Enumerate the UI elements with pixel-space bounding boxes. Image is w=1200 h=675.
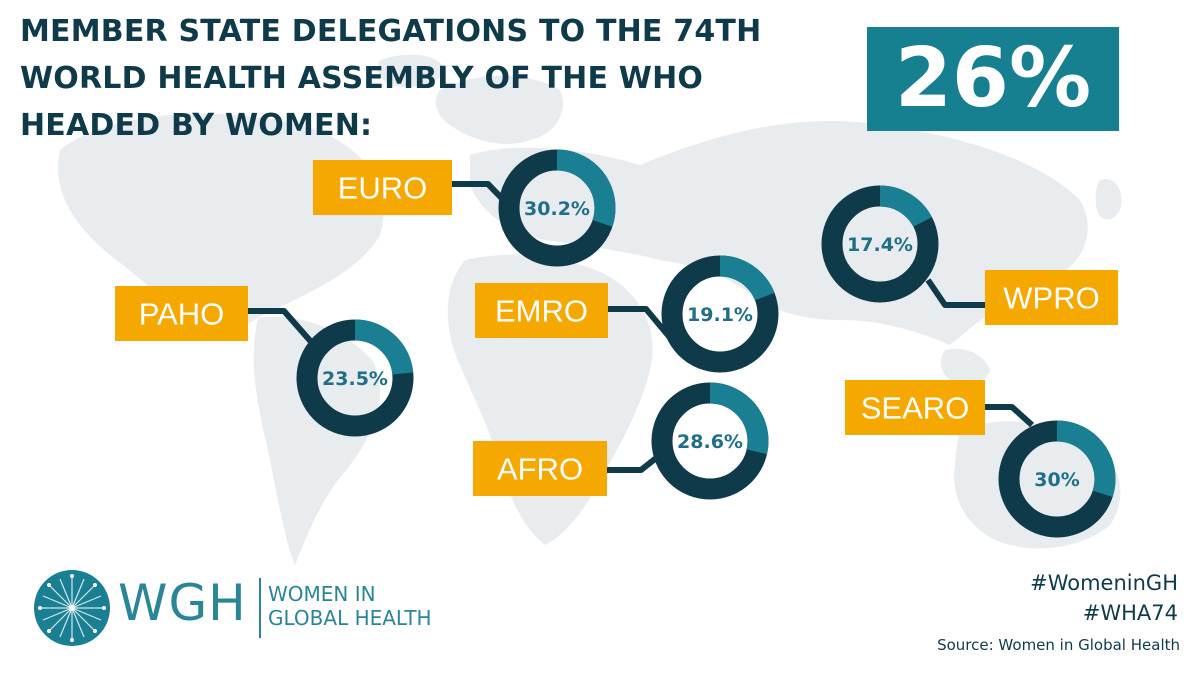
title-line-2: WORLD HEALTH ASSEMBLY OF THE WHO	[20, 61, 704, 96]
donut-arc-afro	[709, 382, 769, 455]
connector-line-wpro	[925, 278, 985, 308]
overall-percentage-badge: 26%	[867, 27, 1119, 131]
label-box-afro	[473, 441, 607, 496]
label-box-euro	[313, 160, 452, 215]
region-label-searo: SEARO	[861, 391, 970, 426]
percent-label-euro: 30.2%	[524, 198, 590, 220]
region-label-wpro: WPRO	[1003, 281, 1099, 316]
region-group-wpro: WPRO 17.4%	[821, 185, 1118, 325]
logo-name-line-1: WOMEN IN	[268, 582, 376, 606]
label-box-wpro	[985, 270, 1118, 325]
percent-label-searo: 30%	[1034, 469, 1079, 491]
percent-label-emro: 19.1%	[687, 304, 753, 326]
chart-title: MEMBER STATE DELEGATIONS TO THE 74TH WOR…	[20, 8, 820, 149]
region-group-searo: SEARO 30%	[845, 380, 1116, 538]
percent-label-afro: 28.6%	[677, 431, 743, 453]
starburst-globe-icon	[34, 570, 110, 646]
source-credit: Source: Women in Global Health	[937, 636, 1180, 654]
region-group-emro: EMRO 19.1%	[475, 255, 779, 373]
logo-name-line-2: GLOBAL HEALTH	[268, 606, 432, 630]
connector-line-paho	[248, 308, 316, 346]
donut-arc-paho	[354, 319, 414, 375]
region-label-emro: EMRO	[495, 294, 588, 329]
percent-label-paho: 23.5%	[322, 368, 388, 390]
region-group-paho: PAHO 23.5%	[115, 286, 414, 437]
hashtag-womeningh: #WomeninGH	[1030, 571, 1178, 595]
donut-arc-wpro	[879, 185, 932, 228]
connector-line-searo	[985, 404, 1035, 428]
title-line-3: HEADED BY WOMEN:	[20, 108, 373, 143]
label-box-paho	[115, 286, 248, 341]
region-group-euro: EURO 30.2%	[313, 149, 616, 267]
hashtags: #WomeninGH #WHA74	[1030, 568, 1178, 628]
title-line-1: MEMBER STATE DELEGATIONS TO THE 74TH	[20, 14, 762, 49]
region-group-afro: AFRO 28.6%	[473, 382, 769, 500]
region-label-euro: EURO	[338, 171, 428, 206]
logo-divider	[259, 578, 261, 638]
percent-label-wpro: 17.4%	[847, 234, 913, 256]
wgh-logo: WGH WOMEN IN GLOBAL HEALTH	[32, 568, 452, 648]
logo-abbreviation: WGH	[118, 574, 247, 632]
region-label-afro: AFRO	[497, 452, 583, 487]
label-box-searo	[845, 380, 985, 435]
label-box-emro	[475, 283, 608, 338]
donut-arc-emro	[719, 255, 775, 301]
region-label-paho: PAHO	[139, 297, 225, 332]
donut-arc-searo	[1056, 420, 1116, 498]
hashtag-wha74: #WHA74	[1082, 601, 1178, 625]
donut-arc-euro	[556, 149, 616, 227]
logo-organization-name: WOMEN IN GLOBAL HEALTH	[268, 582, 468, 630]
connector-line-afro	[607, 452, 662, 473]
